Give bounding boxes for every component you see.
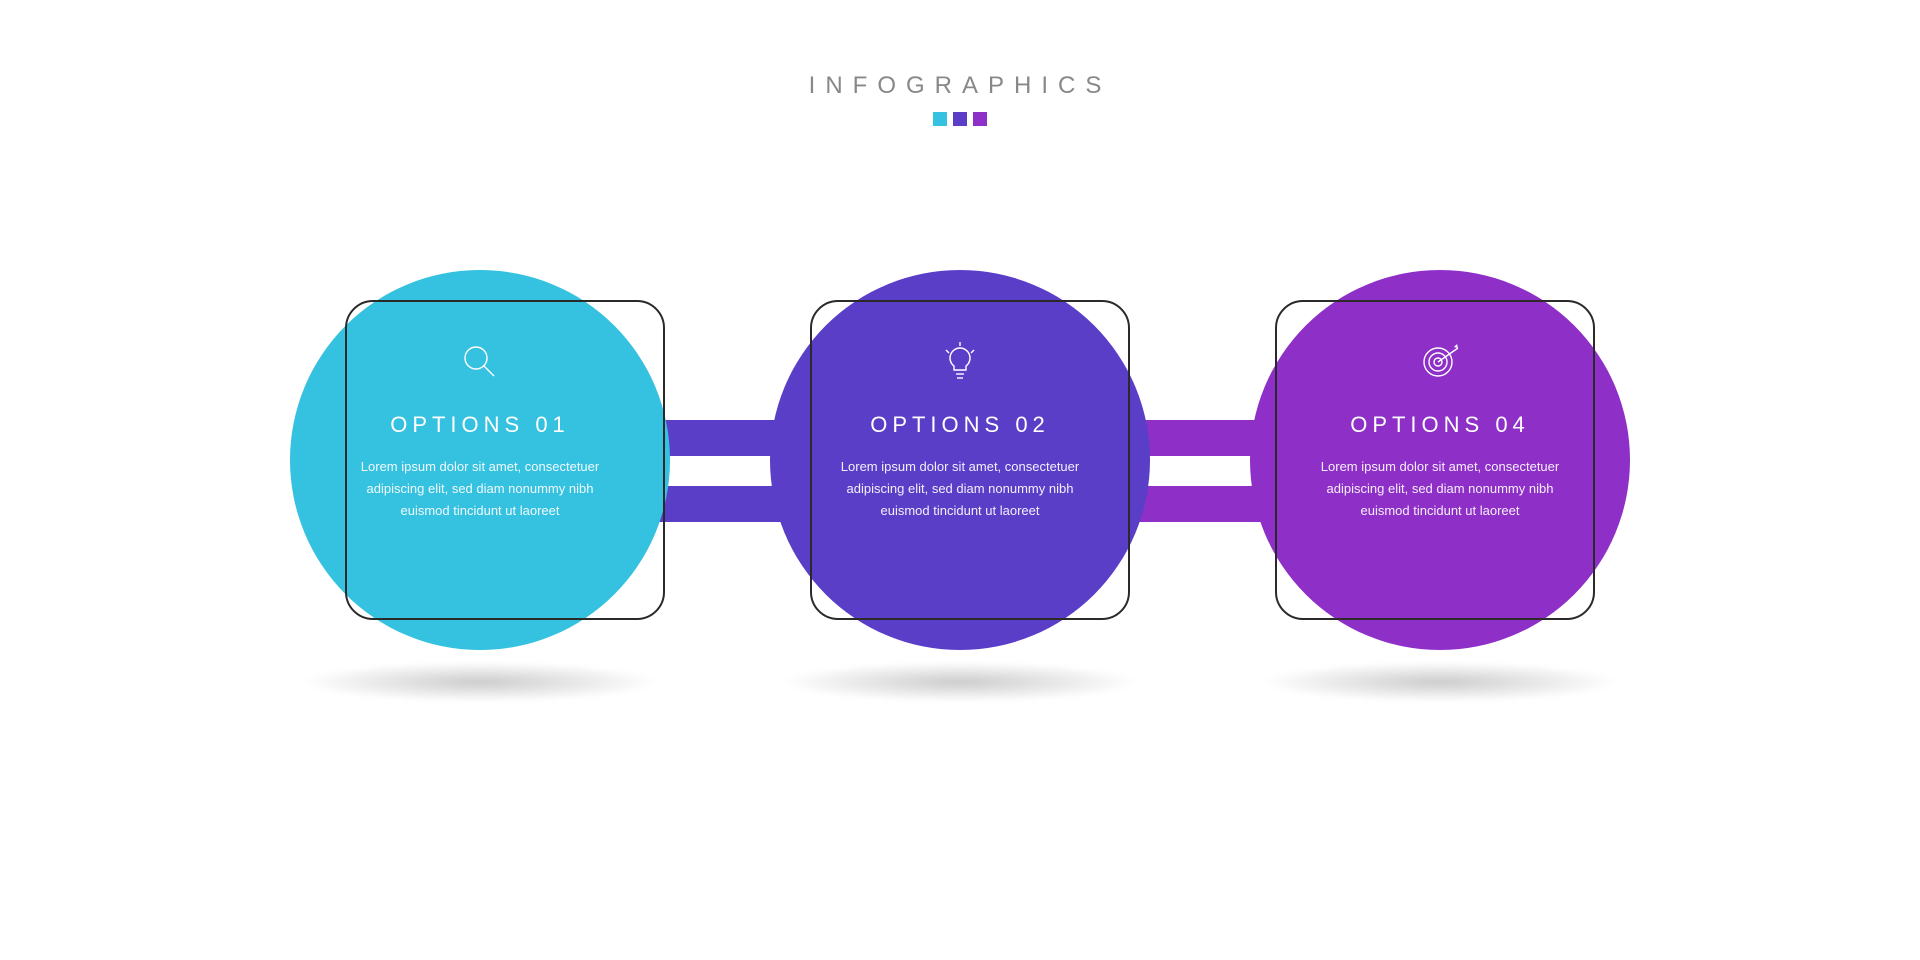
card-3-title: OPTIONS 04 xyxy=(1290,412,1590,438)
infographic-stage: OPTIONS 01 Lorem ipsum dolor sit amet, c… xyxy=(0,260,1920,740)
color-swatches xyxy=(0,112,1920,126)
swatch-3 xyxy=(973,112,987,126)
target-icon xyxy=(1290,340,1590,384)
card-1-title: OPTIONS 01 xyxy=(330,412,630,438)
card-1: OPTIONS 01 Lorem ipsum dolor sit amet, c… xyxy=(330,340,630,522)
card-1-body: Lorem ipsum dolor sit amet, consectetuer… xyxy=(330,456,630,522)
shadow-2 xyxy=(780,662,1140,702)
page-title: INFOGRAPHICS xyxy=(0,72,1920,100)
swatch-2 xyxy=(953,112,967,126)
card-2-title: OPTIONS 02 xyxy=(810,412,1110,438)
swatch-1 xyxy=(933,112,947,126)
shadow-3 xyxy=(1260,662,1620,702)
lightbulb-icon xyxy=(810,340,1110,384)
magnifier-icon xyxy=(330,340,630,384)
card-2-body: Lorem ipsum dolor sit amet, consectetuer… xyxy=(810,456,1110,522)
card-3: OPTIONS 04 Lorem ipsum dolor sit amet, c… xyxy=(1290,340,1590,522)
header: INFOGRAPHICS xyxy=(0,72,1920,126)
shadow-1 xyxy=(300,662,660,702)
card-2: OPTIONS 02 Lorem ipsum dolor sit amet, c… xyxy=(810,340,1110,522)
card-3-body: Lorem ipsum dolor sit amet, consectetuer… xyxy=(1290,456,1590,522)
